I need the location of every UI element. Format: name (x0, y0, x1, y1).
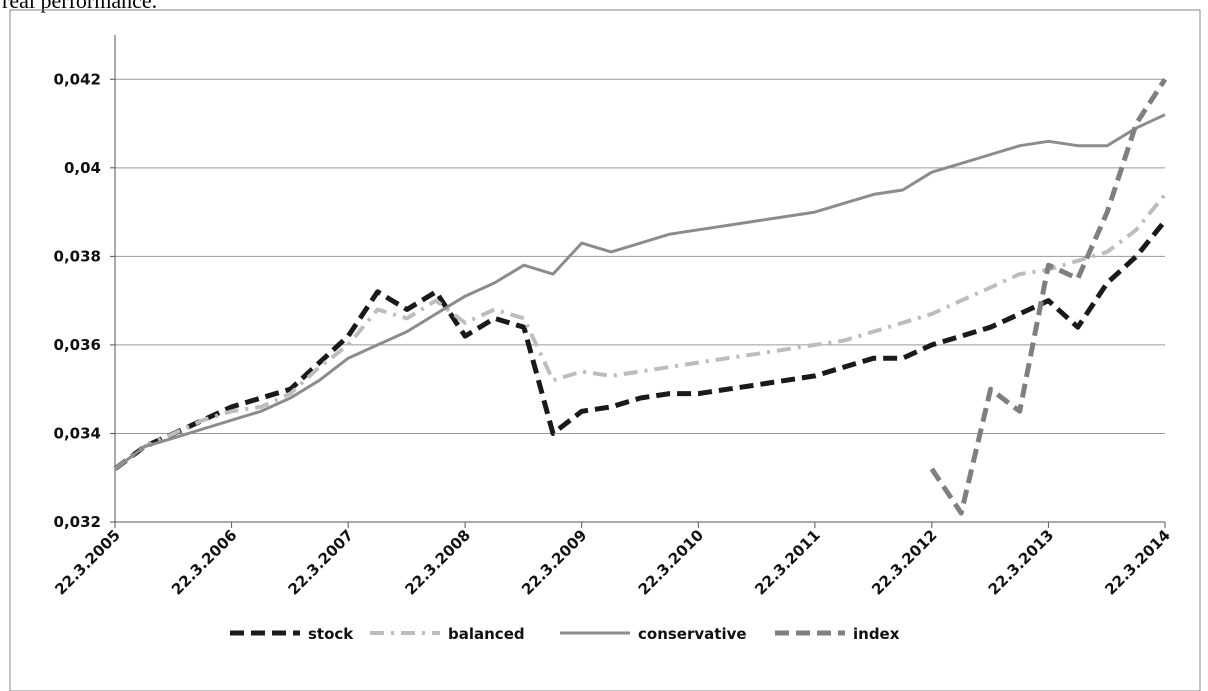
series-line (113, 193, 1167, 471)
x-tick-label: 22.3.2006 (168, 526, 240, 598)
x-tick-label: 22.3.2012 (868, 526, 940, 598)
y-tick-label: 0,038 (54, 247, 101, 265)
y-tick-label: 0,034 (54, 424, 101, 442)
x-tick-label: 22.3.2005 (51, 526, 123, 598)
legend-label: conservative (638, 625, 747, 643)
legend-label: balanced (448, 625, 525, 643)
legend-label: stock (308, 625, 354, 643)
y-tick-label: 0,032 (54, 513, 101, 531)
x-tick-label: 22.3.2009 (518, 526, 590, 598)
series-line (929, 77, 1168, 516)
series-line (114, 113, 1166, 471)
chart-border (9, 9, 1201, 691)
x-tick-label: 22.3.2008 (401, 526, 473, 598)
y-tick-label: 0,04 (64, 159, 101, 177)
legend-item: conservative (560, 625, 747, 643)
y-tick-label: 0,036 (54, 336, 101, 354)
x-tick-label: 22.3.2011 (751, 526, 823, 598)
x-tick-label: 22.3.2007 (285, 526, 357, 598)
legend-item: stock (230, 625, 354, 643)
series-line (113, 219, 1167, 471)
x-tick-label: 22.3.2010 (635, 526, 707, 598)
y-tick-label: 0,042 (54, 70, 101, 88)
legend-item: index (775, 625, 900, 643)
legend-item: balanced (370, 625, 525, 643)
x-tick-label: 22.3.2013 (985, 526, 1057, 598)
legend-label: index (853, 625, 900, 643)
x-tick-label: 22.3.2014 (1101, 526, 1173, 598)
